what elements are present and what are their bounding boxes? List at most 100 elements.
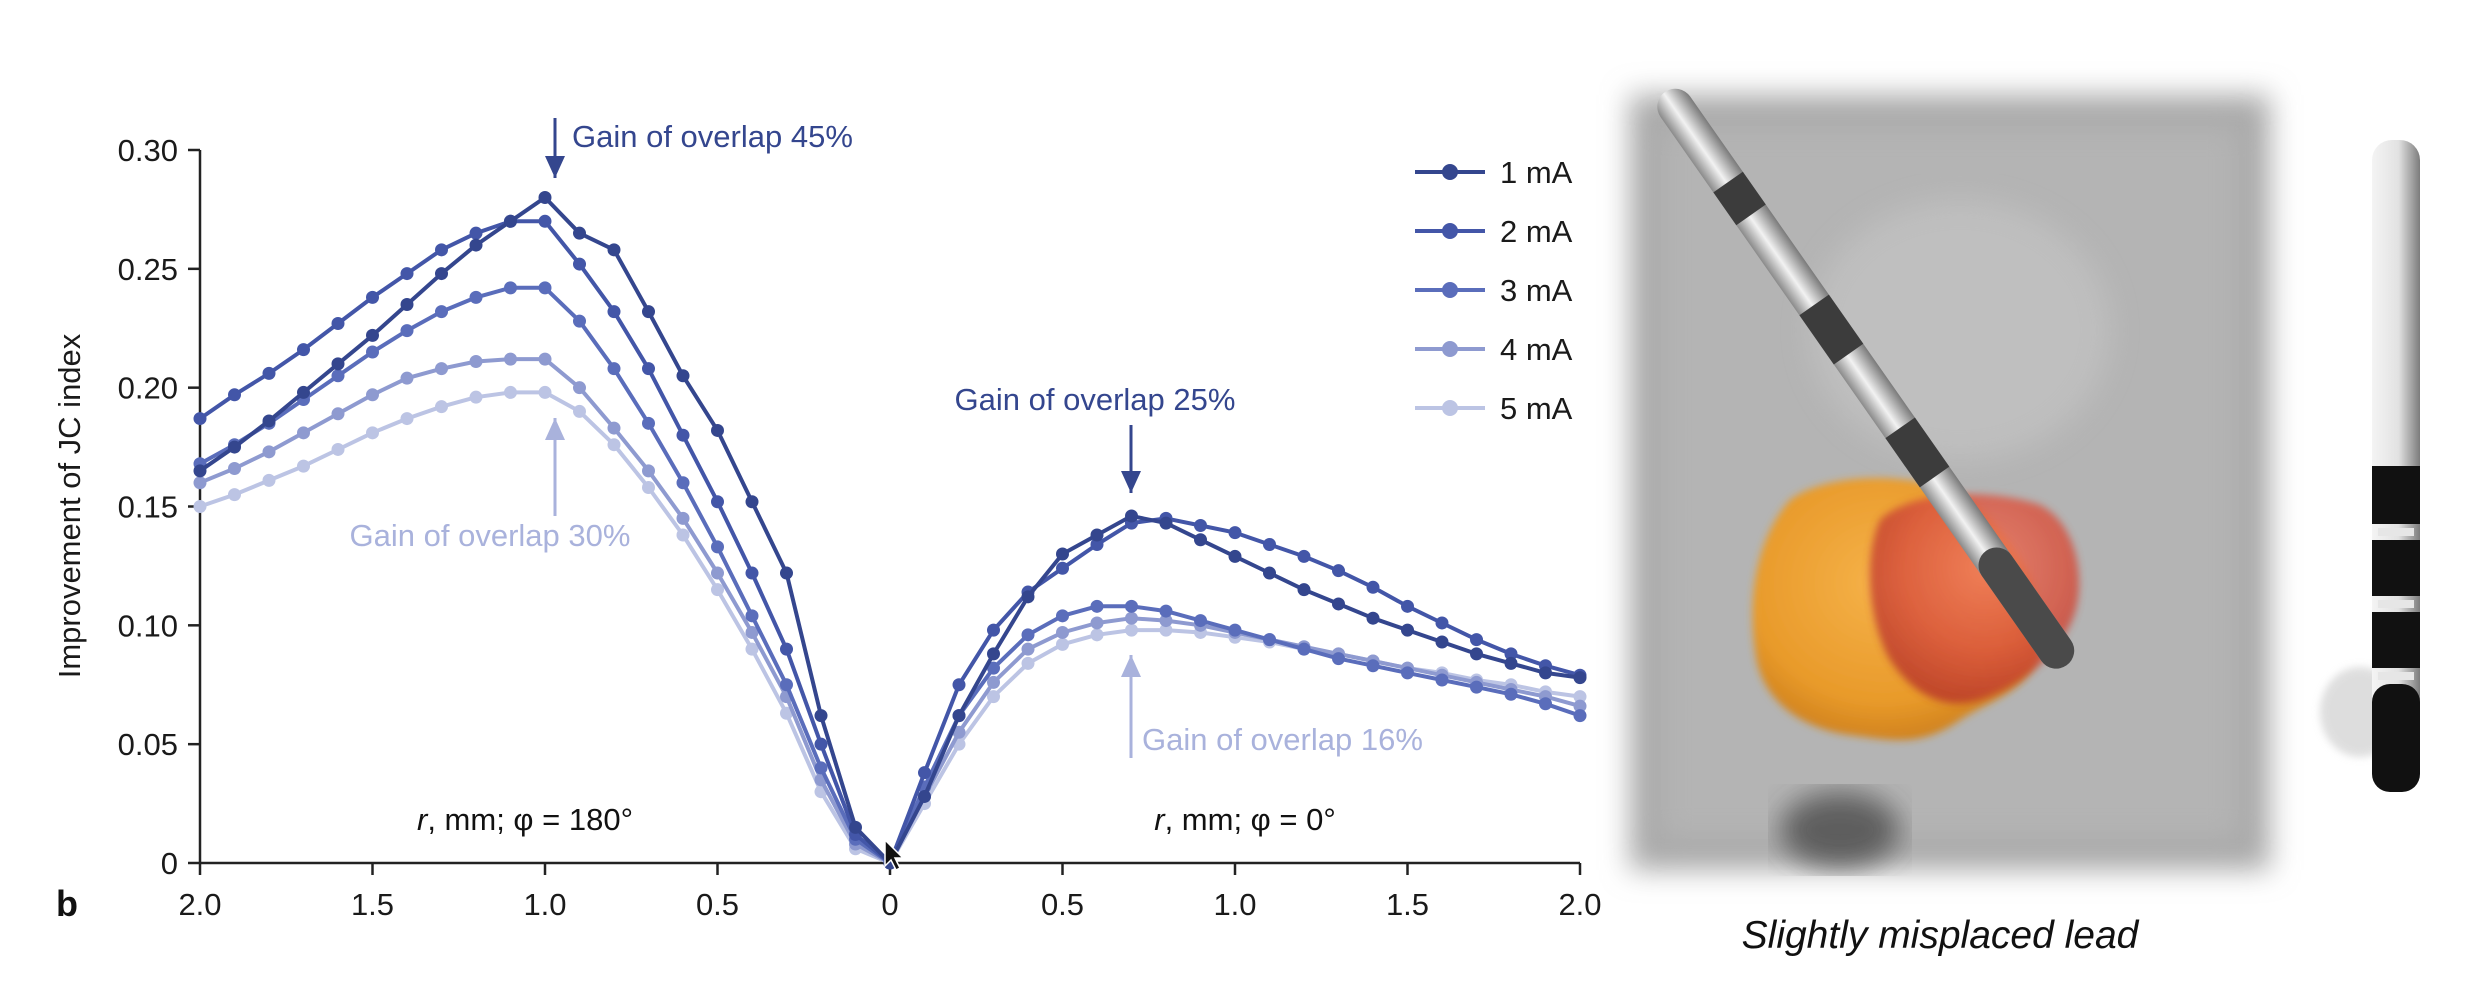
data-point [607,362,621,376]
y-axis-title: Improvement of JC index [52,333,87,678]
y-tick-label: 0.20 [118,371,178,406]
legend-item: 1 mA [1415,155,1573,190]
data-point [538,385,552,399]
arrow-up-icon [545,418,565,440]
data-point [435,267,448,281]
red-volume [1869,494,2080,704]
data-point [1435,673,1449,687]
data-point [676,428,690,442]
data-point [780,678,793,692]
sub-label-right-rest: , mm; φ = 0° [1165,802,1336,837]
data-point [297,426,310,440]
data-point [642,480,655,494]
annotation: Gain of overlap 30% [350,418,630,553]
data-point [814,761,828,775]
data-point [1573,671,1587,685]
data-point [573,381,586,395]
legend-swatch-marker [1442,164,1458,180]
series-line [199,357,1581,865]
data-point [1056,547,1069,561]
legend-label: 1 mA [1500,155,1573,190]
data-point [711,566,724,580]
lead-schematic-contact-2 [2372,540,2420,596]
y-tick-label: 0.05 [118,727,178,762]
data-point [1366,611,1380,625]
data-point [400,324,414,338]
data-point [1539,697,1552,711]
data-point [1504,647,1518,661]
data-point [331,316,345,330]
data-point [987,647,1000,661]
x-tick-label: 1.5 [1386,887,1429,922]
data-point [1194,614,1207,628]
data-point [987,623,1000,637]
legend-label: 2 mA [1500,214,1573,249]
data-point [1573,699,1587,713]
data-point [1470,680,1483,694]
lead-contact-2 [1799,294,1864,365]
data-point [1332,597,1345,611]
data-point [711,540,724,554]
data-point [573,404,586,418]
data-point [745,625,759,639]
data-point [331,369,345,383]
data-point [193,476,207,490]
lead-schematic-band-2 [2378,600,2414,608]
x-ticks: 2.0 1.5 1.0 0.5 0 0.5 1.0 1.5 2.0 [178,863,1602,922]
data-point [1021,656,1035,670]
data-point [262,366,276,380]
data-point [1125,611,1138,625]
data-point [1159,604,1173,618]
data-point [814,709,828,723]
data-point [262,445,276,459]
data-point [676,511,690,525]
data-point [228,440,241,454]
data-point [400,297,414,311]
rendering-dark-spot [1780,792,1900,868]
data-point [952,725,966,739]
data-point [366,388,379,402]
data-point [1263,566,1276,580]
data-point [1159,614,1173,628]
lead-schematic-contact-4 [2372,684,2420,792]
data-point [366,345,379,359]
data-point [780,706,793,720]
legend-label: 4 mA [1500,332,1573,367]
series-4-ma [193,352,1587,870]
data-point [469,238,483,252]
arrow-down-icon [545,156,565,178]
data-point [1539,666,1552,680]
legend-label: 5 mA [1500,391,1573,426]
data-point [607,305,621,319]
data-point [297,385,310,399]
data-point [228,461,241,475]
lead-shaft [1657,88,2075,669]
data-point [193,412,207,426]
annotation-label: Gain of overlap 45% [572,119,853,154]
annotation: Gain of overlap 25% [955,382,1235,493]
data-point [297,343,310,357]
data-point [1263,538,1276,552]
data-point [1159,623,1173,637]
legend-item: 5 mA [1415,391,1573,426]
data-point [1401,599,1414,613]
data-point [504,352,517,366]
lead-schematic-contact-1 [2372,466,2420,524]
data-point [435,400,448,414]
annotation: Gain of overlap 16% [1121,655,1423,758]
data-point [538,214,552,228]
data-point [1435,635,1449,649]
data-point [1194,533,1207,547]
lead-tip [1978,547,2075,669]
data-point [228,388,241,402]
data-point [262,473,276,487]
data-point [1366,659,1380,673]
lead-schematic-band-1 [2378,528,2414,536]
data-point [1090,628,1104,642]
data-point [987,690,1000,704]
legend-label: 3 mA [1500,273,1573,308]
data-point [1125,623,1138,637]
line-chart: b 0 0.05 0.10 0.15 0.20 0.25 0.30 2.0 1.5 1.0 0.5… [52,118,1602,924]
sub-label-left-rest: , mm; φ = 180° [427,802,633,837]
data-point [987,661,1000,675]
